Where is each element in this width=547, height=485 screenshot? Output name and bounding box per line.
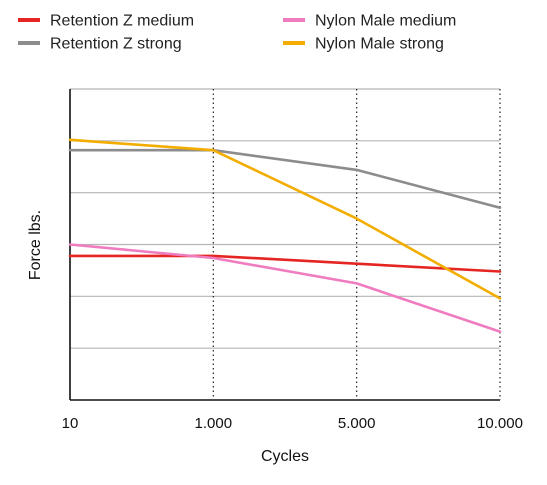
legend-item-nylon-male-strong: Nylon Male strong <box>283 36 444 53</box>
tick-labels: 10 1.000 5.000 10.000 <box>62 415 523 432</box>
series-lines <box>68 138 502 333</box>
grid <box>70 88 501 400</box>
x-tick-label: 5.000 <box>338 415 376 432</box>
legend-label: Nylon Male medium <box>315 13 456 30</box>
series-line-retention-z-medium <box>68 254 502 273</box>
x-tick-label: 10 <box>62 415 79 432</box>
x-tick-label: 10.000 <box>477 415 523 432</box>
y-axis-title: Force lbs. <box>27 210 44 280</box>
x-tick-label: 1.000 <box>195 415 233 432</box>
legend-item-retention-z-strong: Retention Z strong <box>18 36 182 53</box>
legend-item-nylon-male-medium: Nylon Male medium <box>283 13 456 30</box>
x-axis-title: Cycles <box>261 448 309 465</box>
series-line-nylon-male-medium <box>68 243 502 333</box>
legend-label: Nylon Male strong <box>315 36 444 53</box>
legend-label: Retention Z strong <box>50 36 182 53</box>
series-line-nylon-male-strong <box>68 138 502 300</box>
legend-label: Retention Z medium <box>50 13 194 30</box>
legend-item-retention-z-medium: Retention Z medium <box>18 13 194 30</box>
series-line-retention-z-strong <box>68 148 502 209</box>
legend: Retention Z medium Retention Z strong Nylo… <box>18 13 456 53</box>
